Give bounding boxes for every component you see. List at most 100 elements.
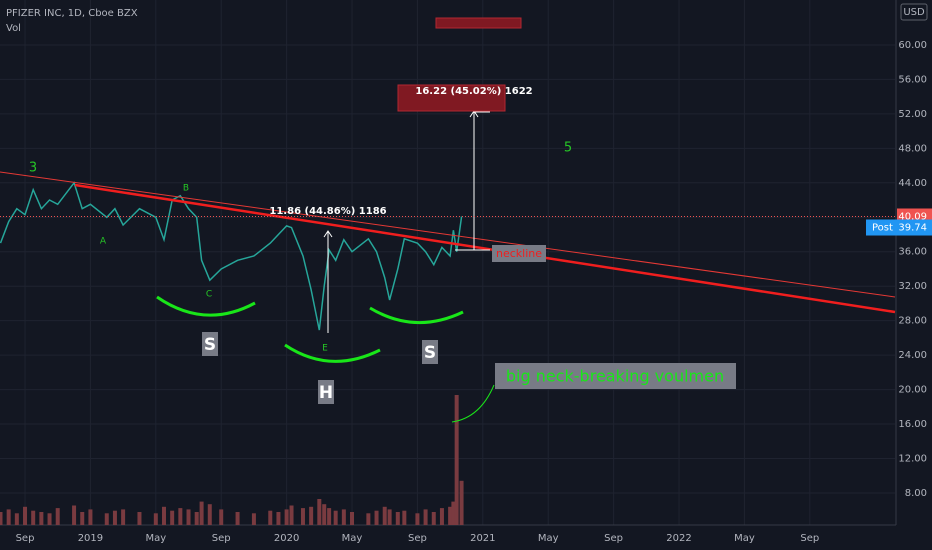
volume-bar	[387, 509, 392, 525]
pattern-box	[422, 340, 438, 364]
x-tick-label: 2020	[274, 533, 299, 544]
shoulder-arc	[369, 306, 464, 325]
volume-bar	[170, 510, 175, 525]
y-tick-label: 12.00	[898, 453, 927, 464]
volume-bar	[276, 512, 281, 525]
wave-label: A	[100, 237, 107, 247]
volume-bar	[55, 508, 60, 525]
volume-bar	[23, 506, 28, 525]
pattern-label: H	[319, 383, 333, 403]
y-tick-label: 28.00	[898, 316, 927, 327]
target-box	[397, 84, 506, 112]
volume-bar	[289, 505, 294, 525]
wave-label: 3	[29, 161, 37, 176]
x-tick-label: May	[734, 533, 755, 544]
x-tick-label: May	[342, 533, 363, 544]
volume-bar	[199, 501, 204, 525]
volume-bar	[284, 509, 289, 525]
volume-bar	[374, 510, 379, 525]
y-tick-label: 48.00	[898, 143, 927, 154]
wave-label: 5	[564, 141, 572, 156]
x-tick-label: Sep	[212, 533, 231, 544]
y-tick-label: 60.00	[898, 40, 927, 51]
y-tick-label: 36.00	[898, 247, 927, 258]
wave-label: E	[322, 344, 328, 354]
volume-bar	[194, 512, 199, 525]
currency-box[interactable]	[900, 3, 928, 21]
volume-bar	[207, 504, 212, 525]
volume-bar	[161, 506, 166, 525]
volume-bar	[39, 512, 44, 525]
y-tick-label: 8.00	[905, 488, 927, 499]
volume-bar	[31, 510, 36, 525]
y-tick-label: 32.00	[898, 281, 927, 292]
grid	[0, 0, 895, 525]
price-line	[0, 181, 463, 331]
volume-bar	[47, 513, 52, 525]
symbol-title: PFIZER INC, 1D, Cboe BZX	[6, 8, 138, 19]
price-series	[0, 181, 463, 331]
volume-bar	[14, 513, 19, 525]
last-price-label: 40.09	[898, 211, 927, 222]
measure-label: 16.22 (45.02%) 1622	[415, 86, 532, 97]
y-tick-label: 16.00	[898, 419, 927, 430]
volume-bar	[309, 506, 314, 525]
volume-bar	[366, 513, 371, 525]
target-box	[435, 17, 522, 29]
head-arc	[284, 343, 381, 363]
x-tick-label: 2019	[78, 533, 103, 544]
volume-bar	[178, 508, 183, 525]
note-box	[495, 363, 736, 389]
neckline-line	[74, 183, 896, 314]
volume-bar	[439, 508, 444, 525]
x-tick-label: Sep	[16, 533, 35, 544]
post-price-label: 39.74	[898, 223, 927, 234]
volume-bar	[317, 499, 322, 525]
x-tick-label: Sep	[408, 533, 427, 544]
volume-bar	[0, 512, 3, 525]
volume-bar	[322, 504, 327, 525]
volume-bar	[219, 509, 224, 525]
y-tick-label: 52.00	[898, 109, 927, 120]
volume-bar	[235, 512, 240, 525]
pattern-box	[202, 332, 218, 356]
volume-bar	[448, 506, 453, 525]
wave-label: B	[183, 184, 189, 194]
x-tick-label: May	[145, 533, 166, 544]
volume-bar	[431, 512, 436, 525]
post-price-box	[866, 219, 932, 236]
y-tick-label: 44.00	[898, 178, 927, 189]
volume-bar	[402, 510, 407, 525]
volume-label: Vol	[6, 23, 21, 34]
volume-bars	[0, 395, 464, 525]
volume-bar	[423, 509, 428, 525]
x-tick-label: 2021	[470, 533, 495, 544]
x-tick-label: Sep	[604, 533, 623, 544]
volume-bar	[153, 513, 158, 525]
axes: 8.00 12.00 16.00 20.00 24.00 28.00 32.00 36.00 4…	[0, 40, 932, 544]
volume-bar	[395, 512, 400, 525]
volume-bar	[251, 513, 256, 525]
pattern-box	[318, 380, 334, 404]
wave-label: C	[206, 290, 212, 300]
volume-bar	[88, 509, 93, 525]
arrow-head	[323, 230, 333, 238]
volume-bar	[459, 480, 464, 525]
volume-bar	[6, 509, 11, 525]
pattern-label: S	[204, 335, 216, 355]
y-tick-label: 24.00	[898, 350, 927, 361]
volume-bar	[121, 509, 126, 525]
volume-bar	[72, 505, 77, 525]
volume-bar	[451, 501, 456, 525]
volume-bar	[333, 510, 338, 525]
neckline-box	[492, 245, 546, 262]
y-tick-label: 56.00	[898, 74, 927, 85]
shoulder-arc	[156, 295, 256, 317]
currency[interactable]: USD	[903, 7, 925, 18]
volume-bar	[137, 512, 142, 525]
trendline	[0, 171, 896, 298]
volume-bar	[415, 513, 420, 525]
volume-bar	[350, 512, 355, 525]
pattern-label: S	[424, 343, 436, 363]
